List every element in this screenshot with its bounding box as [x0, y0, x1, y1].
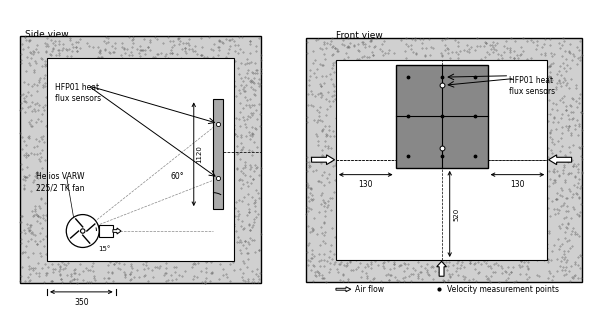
- FancyArrow shape: [113, 228, 121, 234]
- Text: 350: 350: [74, 298, 89, 307]
- Text: 130: 130: [510, 180, 524, 188]
- FancyArrow shape: [312, 155, 334, 165]
- Text: Air flow: Air flow: [355, 285, 384, 294]
- Text: 60°: 60°: [170, 172, 184, 181]
- Text: HFP01 heat
flux sensors: HFP01 heat flux sensors: [55, 83, 101, 103]
- Bar: [336, 60, 547, 260]
- Text: 15°: 15°: [98, 246, 110, 252]
- Bar: [20, 37, 261, 283]
- FancyArrow shape: [437, 261, 446, 276]
- Bar: [213, 99, 224, 209]
- Bar: [47, 58, 234, 261]
- Text: Velocity measurement points: Velocity measurement points: [447, 285, 559, 294]
- FancyArrow shape: [548, 155, 572, 165]
- Text: HFP01 heat
flux sensors: HFP01 heat flux sensors: [510, 76, 555, 96]
- Bar: [396, 65, 488, 168]
- Text: Helios VARW
225/2 TK fan: Helios VARW 225/2 TK fan: [36, 172, 85, 192]
- Text: 520: 520: [454, 207, 460, 221]
- Text: 130: 130: [358, 180, 373, 188]
- Circle shape: [66, 215, 99, 247]
- Text: Front view: Front view: [336, 31, 383, 40]
- Text: 1120: 1120: [197, 145, 203, 163]
- Circle shape: [80, 229, 85, 233]
- Text: Side view: Side view: [25, 30, 69, 38]
- Bar: [99, 225, 113, 237]
- FancyArrow shape: [336, 287, 351, 292]
